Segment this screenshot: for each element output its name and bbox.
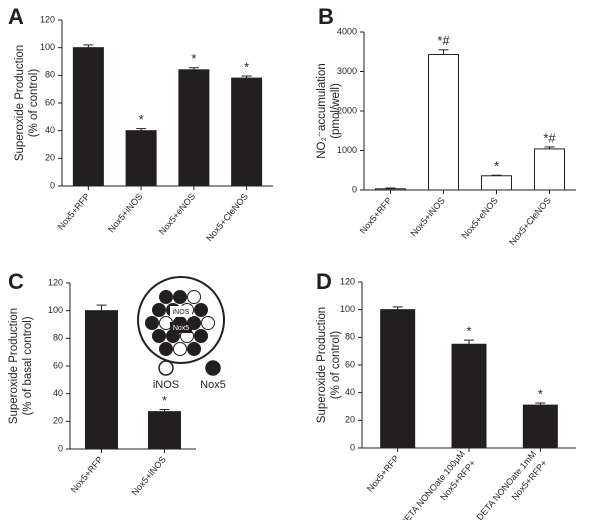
bar — [148, 411, 181, 450]
y-tick-label: 100 — [340, 304, 355, 314]
y-tick-label: 80 — [53, 333, 63, 343]
y-tick-label: 40 — [53, 388, 63, 398]
inset-subcell — [194, 329, 208, 343]
inset-subcell — [173, 290, 187, 304]
y-tick-label: 0 — [352, 184, 357, 194]
y-tick-label: 80 — [345, 332, 355, 342]
x-tick-label: Nox5+iNOS — [129, 454, 167, 497]
inset-subcell — [159, 342, 173, 356]
legend-label: Nox5 — [200, 379, 226, 391]
inset-subcell — [173, 342, 187, 356]
bar — [375, 188, 406, 191]
inset-cell-label: Nox5 — [173, 325, 189, 332]
y-tick-label: 0 — [58, 443, 63, 453]
y-axis-label: (% of basal control) — [22, 316, 34, 415]
significance-label: *# — [437, 33, 450, 48]
y-tick-label: 100 — [40, 42, 55, 52]
panel-letter: C — [8, 269, 24, 294]
y-axis-label: NO₂⁻accumulation — [316, 63, 328, 159]
bar — [534, 148, 565, 191]
y-tick-label: 20 — [345, 415, 355, 425]
y-tick-label: 120 — [340, 276, 355, 286]
significance-label: * — [244, 59, 249, 74]
y-tick-label: 60 — [345, 359, 355, 369]
bar — [72, 47, 104, 187]
y-tick-label: 40 — [345, 387, 355, 397]
x-tick-label: Nox5+eNOS — [460, 195, 500, 240]
significance-label: * — [139, 112, 144, 127]
inset-subcell — [187, 290, 201, 304]
x-tick-label: Nox5+RFP — [69, 454, 105, 494]
inset-cell-label: iNOS — [173, 309, 190, 316]
x-tick-label: Nox5+RFP — [56, 191, 92, 231]
significance-label: * — [494, 159, 499, 174]
legend-swatch — [205, 360, 221, 376]
y-tick-label: 80 — [45, 70, 55, 80]
x-tick-label: Nox5+iNOS — [408, 195, 446, 238]
significance-label: * — [538, 386, 543, 401]
bar — [522, 404, 558, 449]
y-tick-label: 60 — [45, 97, 55, 107]
y-tick-label: 0 — [350, 442, 355, 452]
panel-letter: A — [8, 4, 24, 29]
significance-label: * — [162, 393, 167, 408]
y-tick-label: 120 — [40, 14, 55, 24]
panel-letter: D — [316, 269, 332, 294]
y-tick-label: 20 — [53, 416, 63, 426]
bar — [178, 69, 210, 187]
x-tick-label: Nox5+iNOS — [106, 191, 144, 234]
y-tick-label: 60 — [53, 360, 63, 370]
y-tick-label: 4000 — [337, 26, 357, 36]
y-axis-label: Superoxide Production — [8, 308, 20, 424]
x-tick-label: Nox5+RFP — [365, 453, 401, 493]
significance-label: * — [466, 324, 471, 339]
y-axis-label: (% of control) — [28, 69, 40, 138]
bar — [380, 309, 416, 449]
inset-subcell — [145, 316, 159, 330]
bar — [125, 130, 157, 187]
y-tick-label: 120 — [48, 277, 63, 287]
y-tick-label: 40 — [45, 125, 55, 135]
bar — [481, 175, 512, 191]
y-axis-label: (pmol/well) — [330, 83, 342, 139]
inset-subcell — [159, 290, 173, 304]
legend-label: iNOS — [153, 379, 179, 391]
y-tick-label: 20 — [45, 153, 55, 163]
y-tick-label: 3000 — [337, 66, 357, 76]
y-tick-label: 2000 — [337, 105, 357, 115]
significance-label: * — [191, 51, 196, 66]
inset-label-bg — [170, 322, 192, 333]
inset-subcell — [194, 303, 208, 317]
inset-subcell — [152, 329, 166, 343]
y-axis-label: (% of control) — [330, 331, 342, 400]
significance-label: *# — [543, 130, 556, 145]
inset-subcell — [187, 342, 201, 356]
inset-label-bg — [170, 306, 192, 317]
y-axis-label: Superoxide Production — [316, 307, 328, 423]
x-tick-label: Nox5+CleNOS — [204, 191, 250, 243]
x-tick-label: Nox5+CleNOS — [507, 195, 553, 247]
y-tick-label: 1000 — [337, 145, 357, 155]
bar — [428, 54, 459, 191]
y-axis-label: Superoxide Production — [14, 45, 26, 161]
y-tick-label: 0 — [50, 180, 55, 190]
bar — [85, 310, 118, 450]
inset-subcell — [152, 303, 166, 317]
bar — [451, 343, 487, 449]
x-tick-label: Nox5+eNOS — [157, 191, 197, 236]
bar — [231, 77, 263, 187]
legend-swatch — [158, 360, 174, 376]
x-tick-label: Nox5+RFP — [358, 195, 394, 235]
panel-letter: B — [318, 4, 334, 29]
y-tick-label: 100 — [48, 305, 63, 315]
inset-subcell — [201, 316, 215, 330]
